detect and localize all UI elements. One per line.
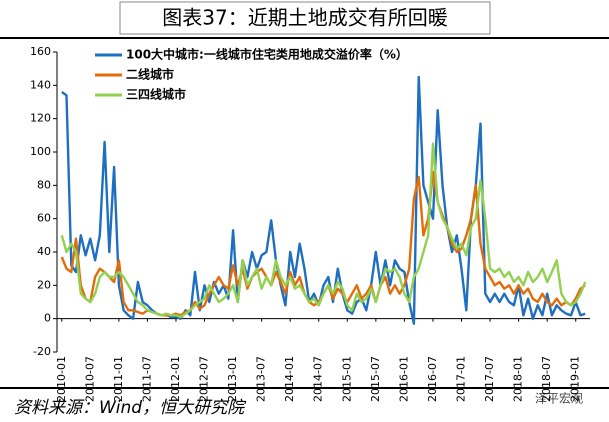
- y-tick-label: -20: [33, 345, 51, 358]
- x-tick-label: 2017-01: [455, 356, 468, 402]
- chart-title: 图表37：近期土地成交有所回暖: [162, 6, 447, 30]
- x-tick-label: 2015-07: [369, 356, 382, 402]
- y-tick-label: 140: [30, 78, 51, 91]
- legend-label: 三四线城市: [126, 87, 186, 102]
- x-tick-label: 2018-07: [540, 356, 553, 402]
- x-tick-label: 2019-01: [569, 356, 582, 402]
- y-tick-label: 0: [44, 312, 51, 325]
- x-tick-label: 2014-07: [312, 356, 325, 402]
- x-tick-label: 2011-01: [112, 356, 125, 402]
- x-tick-label: 2018-01: [512, 356, 525, 402]
- y-tick-label: 20: [37, 278, 51, 291]
- legend-label: 二线城市: [126, 67, 174, 82]
- x-tick-label: 2015-01: [340, 356, 353, 402]
- x-tick-label: 2010-07: [83, 356, 96, 402]
- x-tick-label: 2016-07: [426, 356, 439, 402]
- x-tick-label: 2014-01: [283, 356, 296, 402]
- x-tick-label: 2013-07: [255, 356, 268, 402]
- y-tick-label: 160: [30, 45, 51, 58]
- y-tick-label: 60: [37, 212, 51, 225]
- x-tick-label: 2016-01: [397, 356, 410, 402]
- y-tick-label: 100: [30, 145, 51, 158]
- x-tick-label: 2017-07: [483, 356, 496, 402]
- x-tick-label: 2011-07: [140, 356, 153, 402]
- y-tick-label: 40: [37, 245, 51, 258]
- title-box: [119, 1, 491, 35]
- x-tick-label: 2012-07: [198, 356, 211, 402]
- legend-label: 100大中城市:一线城市住宅类用地成交溢价率（%）: [126, 47, 408, 62]
- series-line: [61, 75, 586, 325]
- x-tick-label: 2012-01: [169, 356, 182, 402]
- y-tick-label: 80: [37, 178, 51, 191]
- source: 资料来源：Wind，恒大研究院: [14, 398, 247, 418]
- y-tick-label: 120: [30, 112, 51, 125]
- series-line: [60, 142, 587, 319]
- watermark: 泽平宏观: [535, 391, 583, 406]
- x-tick-label: 2010-01: [55, 356, 68, 402]
- x-tick-label: 2013-01: [226, 356, 239, 402]
